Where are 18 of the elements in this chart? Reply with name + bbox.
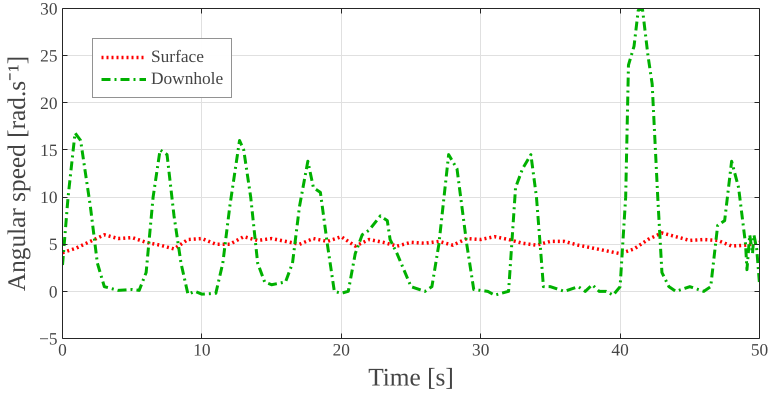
legend-label: Surface: [151, 47, 204, 67]
y-tick-label: 25: [40, 46, 58, 66]
y-tick-label: 20: [40, 94, 58, 113]
x-tick-label: 10: [193, 340, 211, 360]
line-series: [62, 231, 760, 256]
y-tick-label: 30: [40, 0, 58, 18]
legend-label: Downhole: [151, 69, 224, 89]
x-axis-title: Time [s]: [368, 364, 454, 392]
y-tick-label: 10: [40, 188, 58, 208]
x-tick-label: 20: [332, 340, 350, 360]
y-axis-title: Angular speed [rad.s⁻¹]: [3, 56, 32, 292]
x-tick-label: 40: [611, 340, 629, 360]
y-tick-label: 0: [48, 282, 58, 302]
y-tick-label: 15: [40, 140, 58, 160]
x-tick-label: 50: [750, 340, 768, 360]
x-tick-label: 30: [472, 340, 490, 360]
y-tick-label: 5: [48, 235, 58, 254]
y-tick-label: −5: [39, 330, 58, 348]
